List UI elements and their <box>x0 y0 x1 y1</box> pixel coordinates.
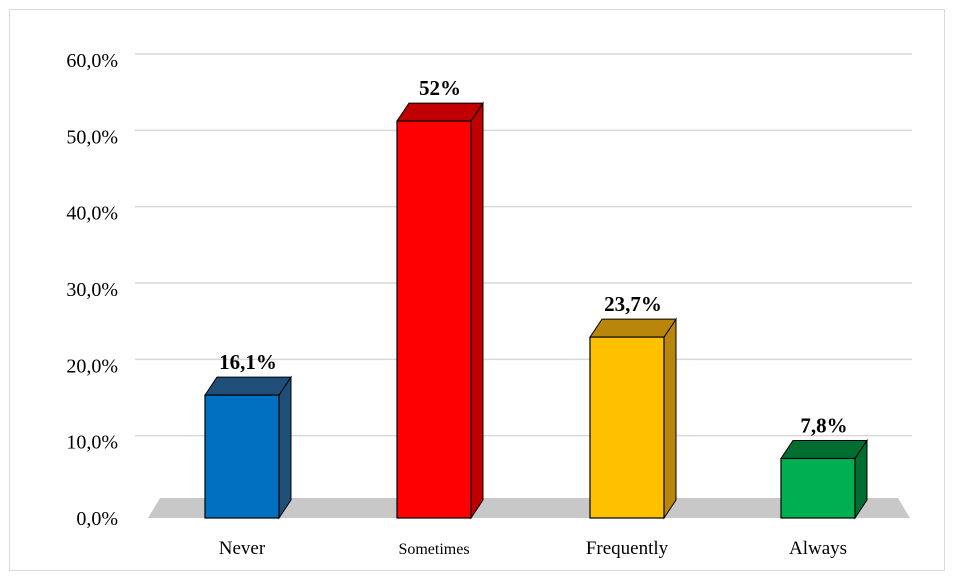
x-axis: Never Sometimes Frequently Always <box>219 538 847 559</box>
x-tick-label: Frequently <box>586 538 669 559</box>
bar-frequently <box>589 317 677 520</box>
data-label: 7,8% <box>800 413 847 437</box>
bar-never <box>204 375 292 520</box>
bar-top <box>396 102 484 122</box>
data-labels: 16,1% 52% 23,7% 7,8% <box>219 76 848 437</box>
bar-always <box>780 438 868 520</box>
bar-sometimes <box>396 101 484 520</box>
bar-side <box>278 375 292 520</box>
bar-top <box>780 439 868 459</box>
y-tick-label: 30,0% <box>66 279 118 301</box>
x-tick-label: Always <box>789 538 847 559</box>
y-tick-label: 40,0% <box>66 203 118 225</box>
bar-top <box>589 318 677 338</box>
bar-side <box>470 101 484 520</box>
data-label: 23,7% <box>604 292 662 316</box>
data-label: 52% <box>419 76 461 100</box>
floor-plane <box>148 498 910 518</box>
bar-front <box>780 457 856 519</box>
bars <box>204 101 868 520</box>
bar-front <box>589 336 665 519</box>
y-tick-label: 60,0% <box>66 50 118 72</box>
bar-front <box>204 394 280 519</box>
chart-floor <box>148 498 910 518</box>
data-label: 16,1% <box>219 350 277 374</box>
bar-top <box>204 376 292 396</box>
y-tick-label: 20,0% <box>66 355 118 377</box>
bar-side <box>663 317 677 520</box>
y-tick-label: 10,0% <box>66 432 118 454</box>
x-tick-label: Sometimes <box>398 541 469 558</box>
y-tick-label: 50,0% <box>66 126 118 148</box>
x-tick-label: Never <box>219 538 266 559</box>
y-axis: 0,0% 10,0% 20,0% 30,0% 40,0% 50,0% 60,0% <box>66 50 118 530</box>
y-tick-label: 0,0% <box>76 508 118 530</box>
bar-front <box>396 120 472 519</box>
